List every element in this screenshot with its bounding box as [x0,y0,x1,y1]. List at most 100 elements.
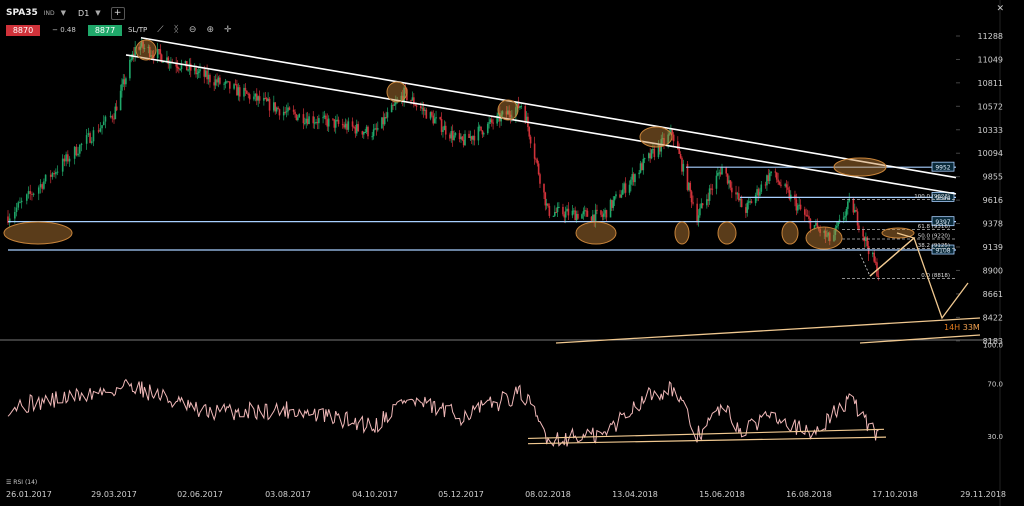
buy-button[interactable]: 8877 [88,24,122,36]
chevron-down-icon[interactable]: ▼ [95,9,101,17]
date-tick-label: 26.01.2017 [6,490,52,499]
candle-body [796,205,799,211]
candle-body [508,110,510,115]
candle-body [543,183,545,193]
candle-body [585,210,587,212]
candle-body [507,110,509,115]
candle-body [435,117,437,119]
candle-body [87,133,90,136]
candle-body [764,184,767,186]
symbol-selector[interactable]: SPA35 [6,8,38,18]
candle-body [278,109,281,116]
candle-body [253,96,255,100]
candle-body [842,217,845,220]
highlight-ellipse [497,99,519,121]
candle-body [600,210,602,215]
candle-body [355,124,358,134]
price-tick-label: 8183 [983,337,1003,346]
projection-path [869,236,969,320]
candle-body [747,201,750,203]
candle-body [180,63,183,70]
candle-body [17,202,20,208]
rsi-indicator-label[interactable]: ☰ RSI (14) [6,479,38,486]
highlight-ellipse [3,221,73,245]
candle-body [566,208,568,212]
candle-body [874,261,877,263]
candle-body [837,222,839,227]
candle-body [699,208,701,216]
rsi-tick-label: 30.0 [987,433,1003,441]
candle-body [151,55,154,57]
candle-body [620,194,623,198]
candle-body [55,172,57,175]
candle-body [799,204,802,210]
candle-body [140,41,143,47]
candle-body [343,125,345,128]
candle-body [404,87,407,90]
indicators-icon[interactable]: ᛝ [173,25,179,35]
candle-body [596,209,598,211]
candle-body [486,123,489,134]
timeframe-selector[interactable]: D1 [78,8,90,18]
candle-body [395,102,397,105]
highlight-ellipse [575,221,617,245]
candle-body [696,203,698,223]
date-tick-label: 13.04.2018 [612,490,658,499]
candle-body [224,81,227,84]
candle-body [115,106,118,111]
line-tool-icon[interactable]: ⟋ [157,25,164,35]
sell-button[interactable]: 8870 [6,24,40,36]
candle-body [740,198,743,208]
price-tick-label: 9139 [983,243,1003,252]
candle-body [621,189,624,195]
candle-body [410,99,412,101]
candle-body [85,135,88,144]
candle-body [517,101,520,108]
sltp-button[interactable]: SL/TP [128,26,148,34]
candle-body [827,232,830,236]
candle-body [663,138,665,145]
zoom-out-icon[interactable]: ⊖ [188,25,197,35]
candle-body [845,208,848,216]
countdown-hours: 14H [944,323,963,332]
candle-body [318,118,320,124]
date-tick-label: 16.08.2018 [786,490,832,499]
candle-body [167,57,170,65]
candle-body [27,191,30,195]
candle-body [775,172,778,180]
candle-body [138,46,140,50]
add-chart-button[interactable]: + [110,6,125,20]
candle-body [855,210,857,212]
candle-body [204,70,207,77]
candle-body [853,210,856,213]
candle-body [195,67,197,75]
candle-body [552,215,555,217]
candle-body [729,180,732,188]
candle-body [451,130,454,141]
candle-body [539,174,541,184]
candle-body [244,87,247,91]
candle-body [469,136,472,138]
candle-body [567,208,570,216]
crosshair-icon[interactable]: ✛ [224,25,232,35]
candle-body [413,97,415,105]
candle-body [353,126,355,128]
candle-body [581,214,583,219]
candle-body [537,163,540,175]
candle-body [258,96,261,101]
candle-body [292,109,295,112]
candle-body [754,195,757,204]
candle-body [168,63,171,65]
candle-body [63,158,66,162]
candle-body [61,158,64,172]
candle-body [26,194,28,201]
candle-body [784,184,786,186]
candle-body [316,122,319,124]
candle-body [767,175,770,181]
chevron-down-icon[interactable]: ▼ [60,9,67,17]
zoom-in-icon[interactable]: ⊕ [206,25,215,35]
candle-body [488,122,490,124]
candle-body [803,209,806,215]
close-icon[interactable]: ✕ [996,4,1004,14]
